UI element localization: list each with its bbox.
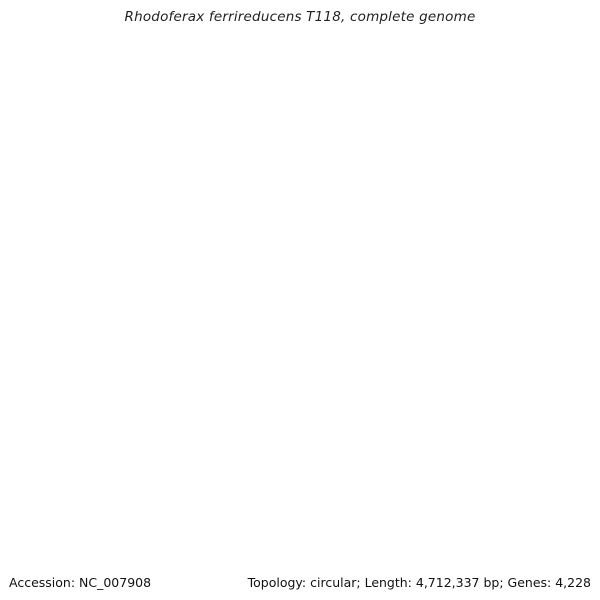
map-title: Rhodoferax ferrireducens T118, complete … — [124, 9, 476, 25]
genome-summary: Topology: circular; Length: 4,712,337 bp… — [247, 575, 591, 590]
accession-label: Accession: NC_007908 — [9, 575, 152, 590]
